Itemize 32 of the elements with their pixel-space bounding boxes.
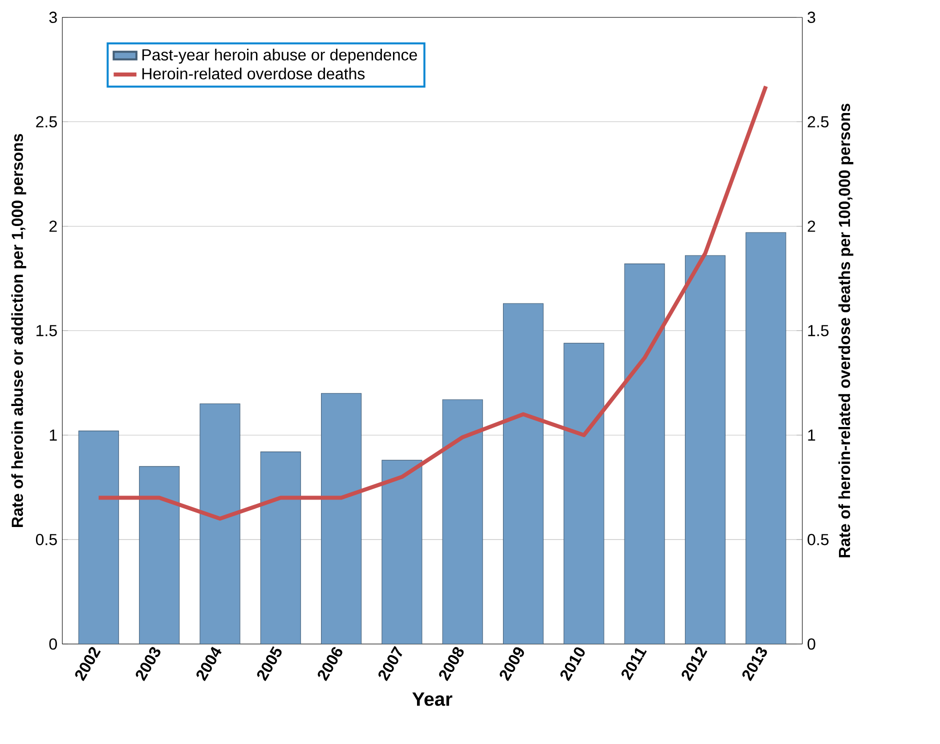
line-series bbox=[96, 84, 768, 521]
y2-tick-label: 0 bbox=[808, 638, 816, 650]
y2-tick-label: 3 bbox=[808, 12, 816, 23]
bar bbox=[502, 303, 544, 644]
bar bbox=[382, 460, 422, 644]
bar bbox=[442, 399, 483, 644]
y2-tick-label: 1 bbox=[808, 430, 816, 441]
y2-tick-label: 1.5 bbox=[808, 325, 829, 336]
bar bbox=[624, 264, 665, 644]
y-tick-label: 0 bbox=[49, 638, 57, 650]
bar bbox=[321, 393, 362, 644]
y-tick-label: 1 bbox=[50, 430, 57, 441]
y2-tick-label: 0.5 bbox=[808, 534, 829, 546]
x-axis-title: Year bbox=[412, 692, 452, 706]
y-axis-title: Rate of heroin abuse or addiction per 1,000 persons bbox=[11, 134, 26, 527]
bar bbox=[684, 255, 726, 644]
bar bbox=[200, 404, 240, 644]
bar bbox=[78, 430, 119, 644]
y-tick-label: 2 bbox=[49, 220, 57, 232]
bar bbox=[746, 232, 786, 644]
bar bbox=[260, 452, 301, 644]
y2-tick-label: 2.5 bbox=[808, 116, 829, 128]
y-tick-label: 3 bbox=[49, 12, 57, 23]
y-tick-label: 1.5 bbox=[36, 325, 57, 336]
bar bbox=[139, 466, 180, 644]
y-tick-label: 0.5 bbox=[36, 534, 57, 546]
legend-label: Past-year heroin abuse or dependence bbox=[142, 48, 417, 64]
legend-label: Heroin-related overdose deaths bbox=[142, 68, 365, 80]
bar bbox=[564, 342, 604, 644]
y2-axis-title: Rate of heroin-related overdose deaths per 100,000 persons bbox=[838, 104, 854, 558]
y-tick-label: 2.5 bbox=[36, 116, 57, 128]
y2-tick-label: 2 bbox=[808, 220, 816, 232]
